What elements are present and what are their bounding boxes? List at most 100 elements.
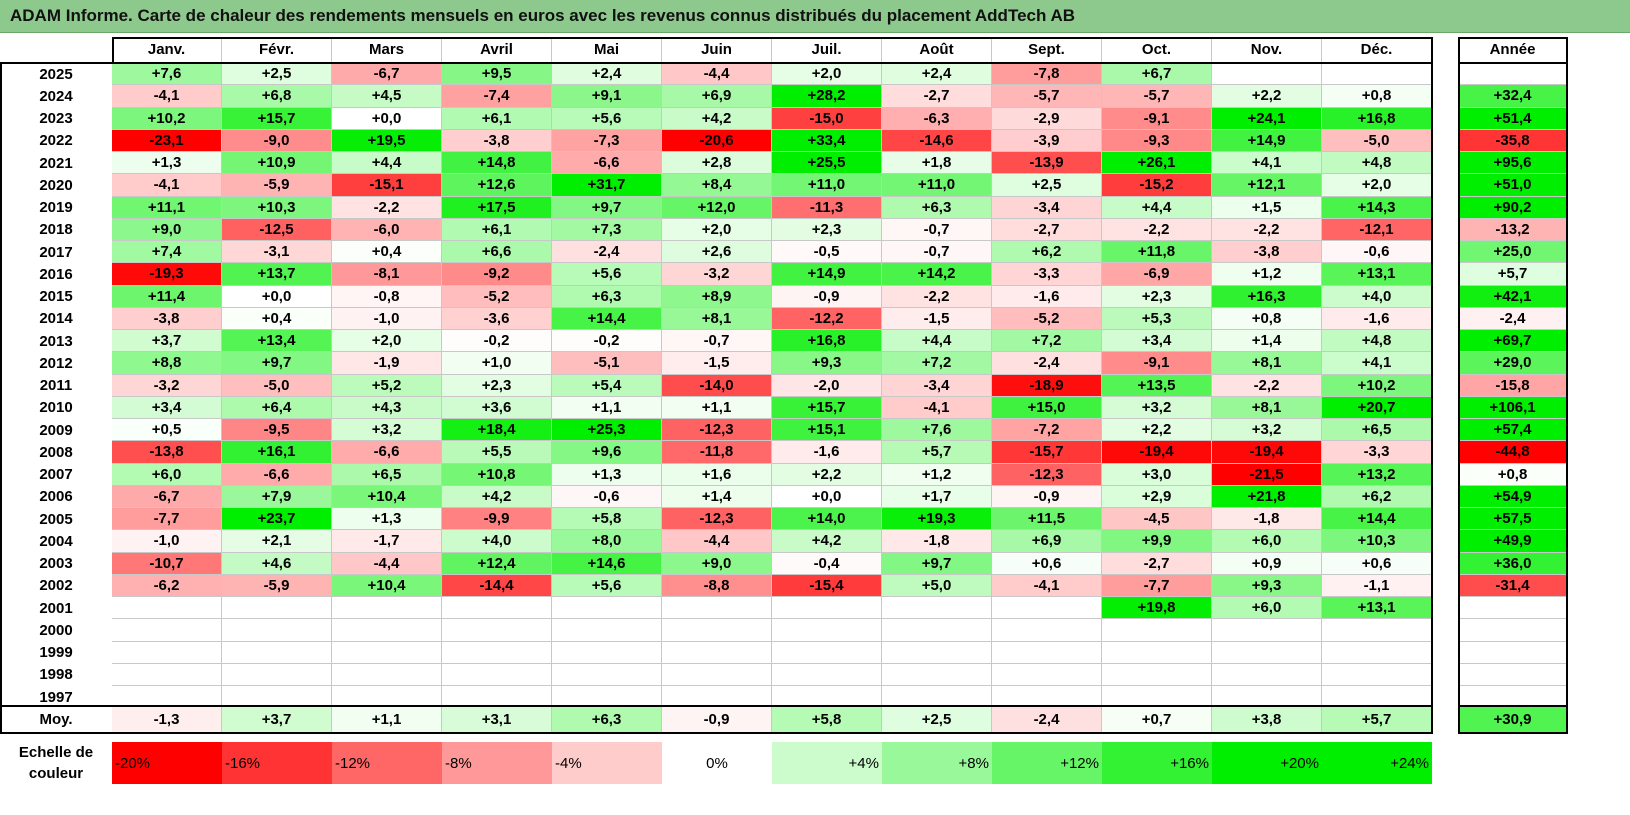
- heatmap-cell: -12,3: [662, 419, 772, 442]
- heatmap-cell: [222, 619, 332, 642]
- heatmap-cell: -11,3: [772, 196, 882, 219]
- heatmap-cell: -4,1: [992, 574, 1102, 597]
- heatmap-cell: +4,5: [332, 85, 442, 108]
- heatmap-cell: -1,9: [332, 352, 442, 375]
- heatmap-cell: -7,7: [1102, 574, 1212, 597]
- year-label: 2019: [39, 199, 73, 217]
- heatmap-cell: [1212, 63, 1322, 86]
- heatmap-cell: -3,6: [442, 307, 552, 330]
- heatmap-cell: +13,4: [222, 330, 332, 353]
- color-scale-stop: +12%: [992, 742, 1102, 784]
- heatmap-cell: -4,4: [662, 530, 772, 553]
- heatmap-cell: -1,0: [112, 530, 222, 553]
- annual-cell: +90,2: [1458, 196, 1568, 219]
- heatmap-cell: +4,0: [1322, 285, 1432, 308]
- heatmap-cell: +8,8: [112, 352, 222, 375]
- heatmap-cell: +2,1: [222, 530, 332, 553]
- month-header: Nov.: [1212, 37, 1322, 63]
- heatmap-cell: -9,1: [1102, 352, 1212, 375]
- heatmap-cell: [112, 641, 222, 664]
- heatmap-cell: +1,5: [1212, 196, 1322, 219]
- heatmap-cell: +8,9: [662, 285, 772, 308]
- average-cell: -0,9: [662, 706, 772, 733]
- heatmap-cell: [112, 619, 222, 642]
- year-label: 2011: [39, 377, 73, 395]
- year-label: 2002: [39, 577, 73, 595]
- heatmap-cell: +6,1: [442, 107, 552, 130]
- average-cell: -1,3: [112, 706, 222, 733]
- heatmap-cell: +9,3: [772, 352, 882, 375]
- heatmap-cell: +26,1: [1102, 152, 1212, 175]
- year-label: 2003: [39, 555, 73, 573]
- heatmap-cell: -3,8: [442, 129, 552, 152]
- heatmap-cell: -2,9: [992, 107, 1102, 130]
- heatmap-cell: +6,0: [112, 463, 222, 486]
- heatmap-cell: -0,2: [442, 330, 552, 353]
- annual-cell: +57,4: [1458, 419, 1568, 442]
- heatmap-cell: +11,1: [112, 196, 222, 219]
- heatmap-cell: [772, 597, 882, 620]
- year-label: 2000: [39, 621, 73, 639]
- heatmap-cell: -0,5: [772, 241, 882, 264]
- heatmap-cell: -4,5: [1102, 508, 1212, 531]
- heatmap-cell: +4,6: [222, 552, 332, 575]
- annual-cell: [1458, 597, 1568, 620]
- year-label: 1999: [39, 644, 73, 662]
- heatmap-cell: +10,3: [1322, 530, 1432, 553]
- heatmap-cell: -9,1: [1102, 107, 1212, 130]
- year-label: 2025: [39, 65, 73, 83]
- heatmap-cell: -1,8: [1212, 508, 1322, 531]
- heatmap-cell: -2,4: [992, 352, 1102, 375]
- heatmap-cell: +5,3: [1102, 307, 1212, 330]
- heatmap-cell: +6,0: [1212, 597, 1322, 620]
- heatmap-cell: [442, 619, 552, 642]
- heatmap-cell: [442, 641, 552, 664]
- heatmap-cell: +4,0: [442, 530, 552, 553]
- heatmap-cell: [222, 597, 332, 620]
- heatmap-cell: +3,2: [1212, 419, 1322, 442]
- heatmap-cell: -9,5: [222, 419, 332, 442]
- heatmap-cell: +1,0: [442, 352, 552, 375]
- heatmap-cell: +19,5: [332, 129, 442, 152]
- heatmap-cell: +0,0: [772, 485, 882, 508]
- annual-cell: +95,6: [1458, 152, 1568, 175]
- heatmap-cell: -5,7: [1102, 85, 1212, 108]
- heatmap-cell: +4,8: [1322, 152, 1432, 175]
- heatmap-cell: -9,0: [222, 129, 332, 152]
- heatmap-cell: +11,0: [772, 174, 882, 197]
- annual-cell: [1458, 63, 1568, 86]
- heatmap-cell: +12,6: [442, 174, 552, 197]
- heatmap-cell: +2,2: [1212, 85, 1322, 108]
- heatmap-cell: +13,7: [222, 263, 332, 286]
- heatmap-cell: [552, 686, 662, 709]
- heatmap-cell: +14,4: [552, 307, 662, 330]
- chart-title-bar: ADAM Informe. Carte de chaleur des rende…: [0, 0, 1630, 33]
- heatmap-cell: +5,4: [552, 374, 662, 397]
- heatmap-cell: -9,2: [442, 263, 552, 286]
- heatmap-cell: [552, 597, 662, 620]
- heatmap-cell: -5,9: [222, 574, 332, 597]
- heatmap-cell: -8,1: [332, 263, 442, 286]
- heatmap-cell: +8,1: [1212, 352, 1322, 375]
- heatmap-cell: +6,8: [222, 85, 332, 108]
- average-label: Moy.: [39, 711, 73, 728]
- heatmap-cell: -6,7: [112, 485, 222, 508]
- heatmap-cell: -19,4: [1102, 441, 1212, 464]
- heatmap-cell: +12,4: [442, 552, 552, 575]
- heatmap-cell: [992, 597, 1102, 620]
- heatmap-cell: -1,6: [992, 285, 1102, 308]
- heatmap-cell: +7,2: [992, 330, 1102, 353]
- year-label: 2010: [39, 399, 73, 417]
- heatmap-cell: -7,7: [112, 508, 222, 531]
- heatmap-cell: +0,0: [332, 107, 442, 130]
- heatmap-cell: [332, 663, 442, 686]
- month-header: Oct.: [1102, 37, 1212, 63]
- heatmap-cell: +9,7: [552, 196, 662, 219]
- heatmap-cell: [662, 641, 772, 664]
- heatmap-cell: +0,9: [1212, 552, 1322, 575]
- heatmap-cell: +15,7: [222, 107, 332, 130]
- heatmap-cell: +2,0: [772, 63, 882, 86]
- year-label: 2004: [39, 532, 73, 550]
- heatmap-cell: +0,8: [1322, 85, 1432, 108]
